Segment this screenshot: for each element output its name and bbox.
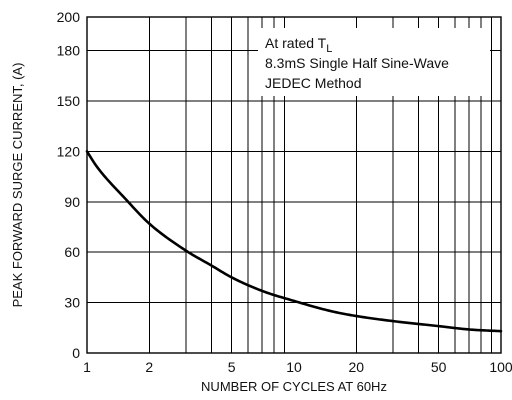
x-tick-label: 2 (145, 359, 153, 375)
y-tick-label: 0 (72, 345, 80, 361)
x-tick-label: 10 (286, 359, 302, 375)
x-tick-labels: 1 2 5 10 20 50 100 (83, 359, 512, 375)
curve-layer (85, 150, 503, 333)
surge-curve (85, 150, 503, 333)
x-tick-label: 50 (431, 359, 447, 375)
annotation-line-1-text: At rated T (265, 35, 327, 51)
annotation-line-3: JEDEC Method (265, 75, 361, 91)
x-axis-label: NUMBER OF CYCLES AT 60Hz (201, 379, 387, 394)
y-tick-label: 30 (64, 295, 80, 311)
x-tick-label: 1 (83, 359, 91, 375)
x-tick-label: 100 (489, 359, 512, 375)
x-tick-label: 5 (228, 359, 236, 375)
y-tick-label: 120 (57, 143, 81, 159)
annotation-line-1: At rated TL (265, 35, 332, 55)
y-tick-label: 180 (57, 43, 81, 59)
y-tick-label: 150 (57, 93, 81, 109)
y-tick-label: 200 (57, 9, 81, 25)
y-axis-label: PEAK FORWARD SURGE CURRENT, (A) (10, 63, 25, 308)
plot-frame (86, 16, 502, 354)
annotation-line-1-subscript: L (326, 43, 332, 55)
y-tick-label: 90 (64, 194, 80, 210)
x-tick-label: 20 (349, 359, 365, 375)
y-tick-label: 60 (64, 244, 80, 260)
annotation-box: At rated TL 8.3mS Single Half Sine-Wave … (258, 28, 490, 96)
annotation-line-2: 8.3mS Single Half Sine-Wave (265, 55, 449, 71)
y-tick-labels: 0 30 60 90 120 150 180 200 (57, 9, 81, 361)
